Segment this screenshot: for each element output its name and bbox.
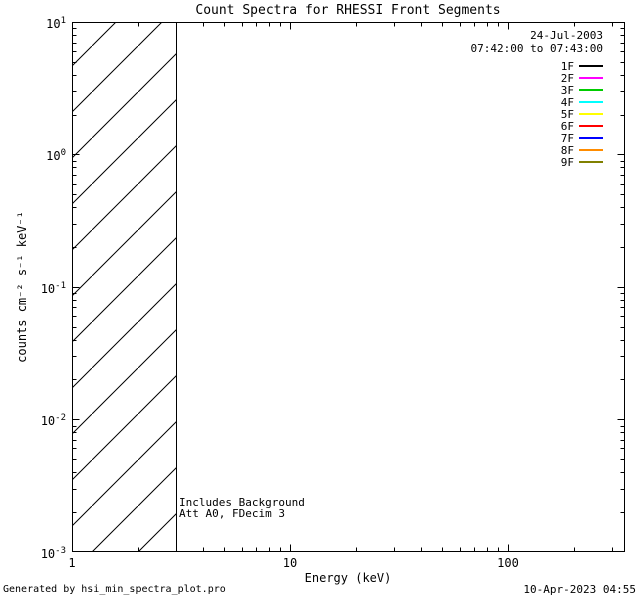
legend-line-swatch <box>579 113 603 115</box>
x-tick-label-100: 100 <box>497 556 519 570</box>
legend-entry-6f: 6F <box>471 119 603 133</box>
legend: 24-Jul-2003 07:42:00 to 07:43:00 1F 2F 3… <box>470 29 603 169</box>
legend-line-swatch <box>579 137 603 139</box>
observation-time-range: 07:42:00 to 07:43:00 <box>470 42 603 55</box>
legend-line-swatch <box>579 89 603 91</box>
legend-line-swatch <box>579 161 603 163</box>
legend-line-swatch <box>579 65 603 67</box>
legend-entry-label: 9F <box>560 155 574 169</box>
legend-line-swatch <box>579 125 603 127</box>
y-tick-label-10e0: 100 <box>46 148 66 163</box>
x-axis-title: Energy (keV) <box>304 571 392 585</box>
legend-line-swatch <box>579 101 603 103</box>
y-tick-label-10e1: 101 <box>46 16 66 31</box>
legend-entry-label: 3F <box>560 83 574 97</box>
legend-entry-4f: 4F <box>471 95 603 109</box>
legend-entry-label: 2F <box>560 71 574 85</box>
legend-entry-label: 4F <box>560 95 574 109</box>
attenuator-state-note: Att A0, FDecim 3 <box>179 507 285 520</box>
legend-entry-7f: 7F <box>471 131 603 145</box>
legend-entry-2f: 2F <box>471 71 603 85</box>
x-axis-major-ticks-bottom <box>72 544 509 552</box>
legend-entry-8f: 8F <box>471 143 603 157</box>
legend-entry-5f: 5F <box>471 107 603 121</box>
hatched-low-energy-region <box>72 22 177 552</box>
y-axis-major-ticks-left <box>72 154 80 420</box>
x-axis-minor-ticks-bottom <box>138 547 613 552</box>
chart-title: Count Spectra for RHESSI Front Segments <box>195 3 501 18</box>
y-tick-label-10e-3: 10-3 <box>40 546 66 561</box>
generation-timestamp: 10-Apr-2023 04:55 <box>523 583 636 596</box>
legend-line-swatch <box>579 77 603 79</box>
x-tick-label-1: 1 <box>68 556 76 570</box>
legend-entry-label: 7F <box>560 131 574 145</box>
legend-line-swatch <box>579 149 603 151</box>
y-axis-minor-ticks-left <box>72 28 77 513</box>
legend-entry-9f: 9F <box>471 155 603 169</box>
generated-by-credit: Generated by hsi_min_spectra_plot.pro <box>3 584 226 595</box>
y-axis-minor-ticks-right <box>620 28 625 513</box>
legend-entry-label: 8F <box>560 143 574 157</box>
legend-entry-1f: 1F <box>471 59 603 73</box>
y-axis-title: counts cm⁻² s⁻¹ keV⁻¹ <box>15 211 29 363</box>
y-axis-major-ticks-right <box>617 154 625 420</box>
y-tick-label-10e-1: 10-1 <box>40 281 66 296</box>
y-tick-label-10e-2: 10-2 <box>40 413 66 428</box>
legend-entry-label: 5F <box>560 107 574 121</box>
x-axis-minor-ticks-top <box>138 22 613 27</box>
legend-entries: 1F 2F 3F 4F 5F 6F 7F 8F 9F <box>471 59 603 169</box>
legend-entry-label: 1F <box>560 59 574 73</box>
x-tick-label-10: 10 <box>282 556 298 570</box>
includes-background-note: Includes Background <box>179 496 305 509</box>
observation-date: 24-Jul-2003 <box>530 29 603 42</box>
legend-entry-3f: 3F <box>471 83 603 97</box>
legend-entry-label: 6F <box>560 119 574 133</box>
